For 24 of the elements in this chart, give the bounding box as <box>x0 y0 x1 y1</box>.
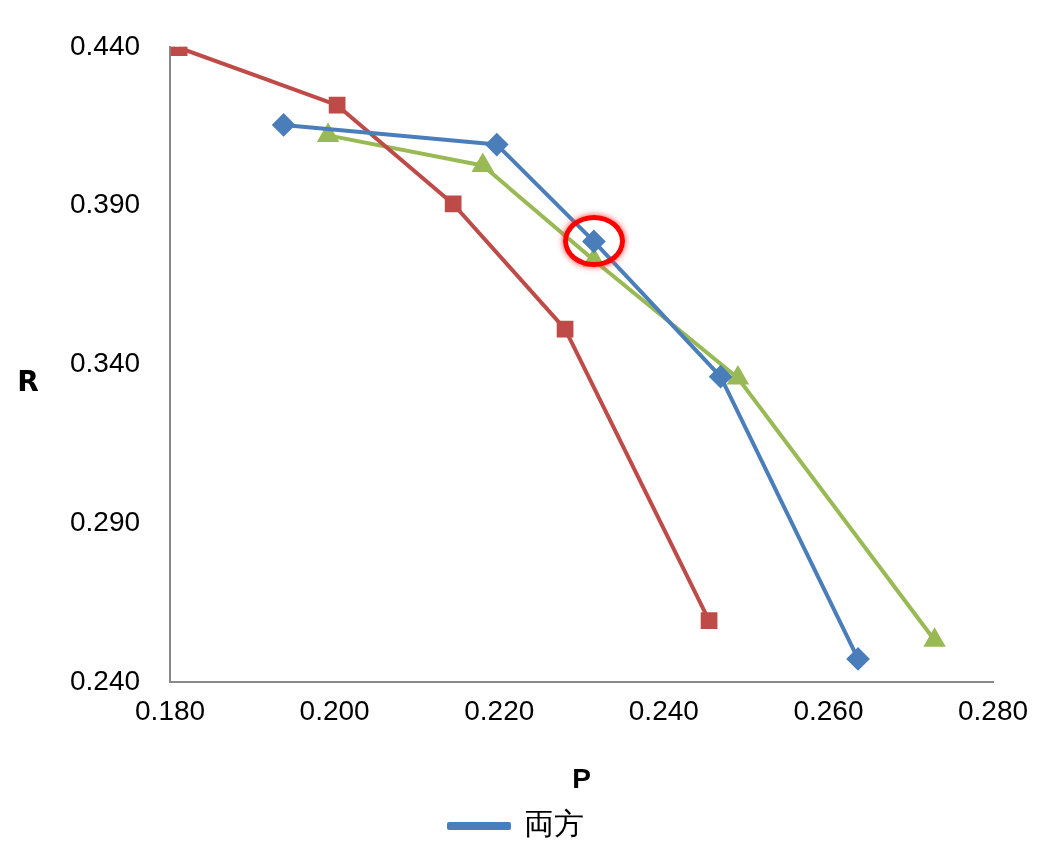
point <box>485 133 508 156</box>
point <box>444 195 462 213</box>
point <box>700 612 718 629</box>
y-tick-label: 0.440 <box>69 29 141 61</box>
point <box>847 647 870 670</box>
point <box>728 366 748 385</box>
point <box>709 365 732 388</box>
y-tick-label: 0.290 <box>69 505 141 537</box>
y-tick-label: 0.240 <box>69 664 141 696</box>
x-tick-label: 0.220 <box>464 695 535 727</box>
x-tick-label: 0.260 <box>793 695 864 727</box>
point <box>272 113 295 136</box>
point <box>556 320 574 338</box>
x-axis-title: P <box>572 762 591 794</box>
x-tick-label: 0.180 <box>135 695 206 727</box>
legend-label: 両方 <box>524 807 584 841</box>
point <box>328 96 346 114</box>
y-axis-title: R <box>17 364 39 398</box>
point <box>924 629 945 647</box>
y-tick-label: 0.390 <box>69 188 141 220</box>
x-tick-label: 0.280 <box>957 695 1029 727</box>
y-tick-label: 0.340 <box>69 347 141 379</box>
x-tick-label: 0.200 <box>299 695 370 727</box>
x-tick-label: 0.240 <box>628 695 699 727</box>
